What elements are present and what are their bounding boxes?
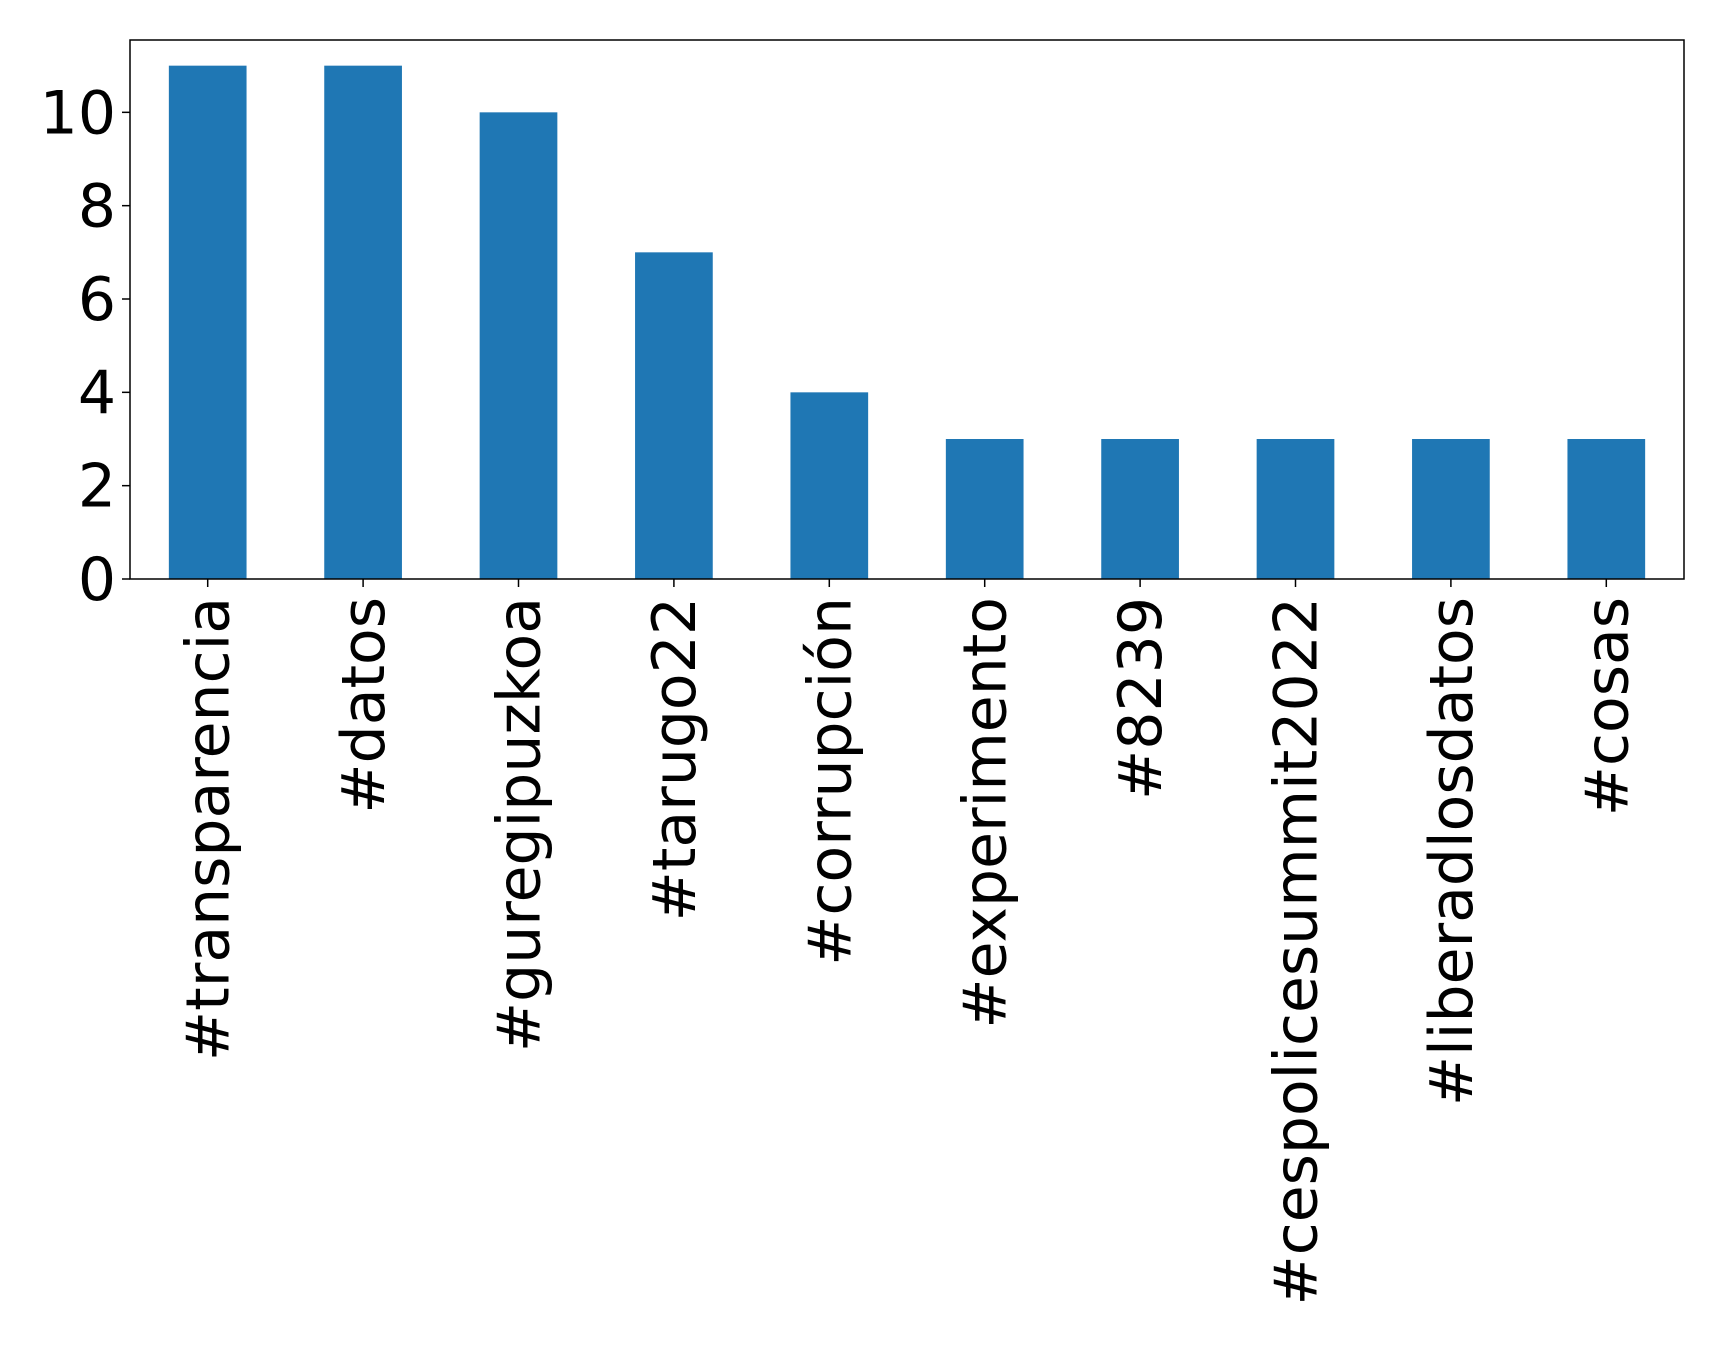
bar-5 (945, 439, 1024, 579)
bar-9 (1567, 439, 1646, 579)
y-axis: 0 2 4 6 8 10 (40, 78, 130, 615)
x-tick-label-6: #8239 (1106, 597, 1176, 800)
bar-6 (1101, 439, 1179, 579)
x-tick-label-2: #guregipuzkoa (485, 597, 555, 1052)
bar-2 (479, 112, 558, 579)
y-tick-label-2: 4 (78, 358, 116, 428)
bar-1 (324, 65, 402, 579)
plot-frame (129, 39, 1685, 580)
bar-0 (168, 65, 247, 579)
x-tick-label-8: #liberadlosdatos (1417, 597, 1487, 1106)
bar-8 (1412, 439, 1490, 579)
x-tick-label-4: #corrupción (795, 597, 865, 966)
y-tick-label-3: 6 (78, 265, 116, 335)
bars-layer (168, 65, 1646, 580)
bar-3 (635, 252, 713, 580)
x-axis: #transparencia #datos #guregipuzkoa #tarugo… (174, 579, 1642, 1306)
x-tick-label-7: #cespolicesummit2022 (1262, 597, 1332, 1306)
x-tick-label-1: #datos (329, 597, 399, 814)
x-tick-label-0: #transparencia (174, 597, 244, 1061)
y-tick-label-1: 2 (78, 452, 116, 522)
x-tick-label-9: #cosas (1572, 597, 1642, 816)
bar-4 (790, 392, 869, 579)
x-tick-label-3: #tarugo22 (640, 597, 710, 921)
y-tick-label-5: 10 (40, 78, 116, 148)
x-tick-label-5: #experimento (951, 597, 1021, 1029)
bar-7 (1256, 439, 1335, 579)
y-tick-label-4: 8 (78, 172, 116, 242)
y-tick-label-0: 0 (78, 545, 116, 615)
